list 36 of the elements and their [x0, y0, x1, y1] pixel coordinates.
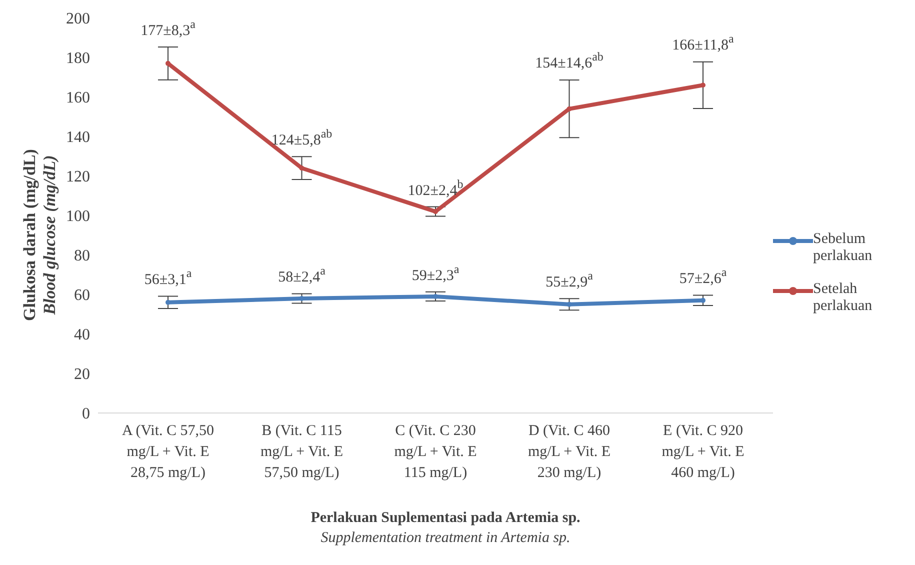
legend-label: Sebelum perlakuan [813, 230, 874, 264]
data-label: 177±8,3$^{a}$ [140, 16, 196, 39]
y-tick-label: 120 [66, 168, 90, 186]
data-label: 154±14,6$^{ab}$ [535, 50, 604, 72]
x-tick-label: C (Vit. C 230 mg/L + Vit. E 115 mg/L) [394, 423, 477, 481]
y-tick-label: 80 [74, 248, 90, 265]
point [299, 166, 304, 171]
y-tick-label: 40 [74, 326, 90, 344]
x-axis-title: Perlakuan Suplementasi pada Artemia sp. Supplementation treatment in Artemia sp. [310, 509, 582, 548]
y-axis-title: Glukosa darah (mg/dL) Blood glucose (mg/dL) [20, 149, 59, 321]
point [166, 60, 170, 66]
point [700, 82, 706, 88]
y-tick-label: 0 [82, 406, 90, 423]
y-tick-label: 140 [66, 129, 90, 146]
data-label: 55±2,9$^{a}$ [546, 268, 594, 291]
y-tick-label: 60 [74, 287, 90, 304]
data-label: 124±5,8$^{ab}$ [271, 126, 332, 148]
data-label: 102±2,4$^{b}$ [408, 176, 464, 199]
data-label: 56±3,1$^{a}$ [144, 266, 192, 288]
data-label: 58±2,4$^{a}$ [278, 264, 326, 286]
x-tick-label: B (Vit. C 115 mg/L + Vit. E 57,50 mg/L) [260, 423, 344, 481]
x-tick-label: A (Vit. C 57,50 mg/L + Vit. E 28,75 mg/L) [122, 423, 214, 481]
y-tick-label: 200 [66, 10, 90, 28]
point [700, 298, 706, 303]
y-tick-label: 180 [66, 50, 90, 68]
data-label: 166±11,8$^{a}$ [672, 32, 735, 54]
data-label: 57±2,6$^{a}$ [679, 265, 728, 288]
point [166, 300, 170, 305]
point [433, 209, 438, 214]
x-tick-label: D (Vit. C 460 mg/L + Vit. E 230 mg/L) [528, 423, 611, 481]
y-tick-label: 100 [66, 208, 90, 226]
x-tick-label: E (Vit. C 920 mg/L + Vit. E 460 mg/L) [662, 423, 744, 481]
y-tick-label: 20 [74, 366, 90, 384]
y-tick-label: 160 [66, 90, 90, 107]
data-label: 59±2,3$^{a}$ [412, 262, 460, 284]
legend-label: Setelah perlakuan [813, 280, 874, 314]
